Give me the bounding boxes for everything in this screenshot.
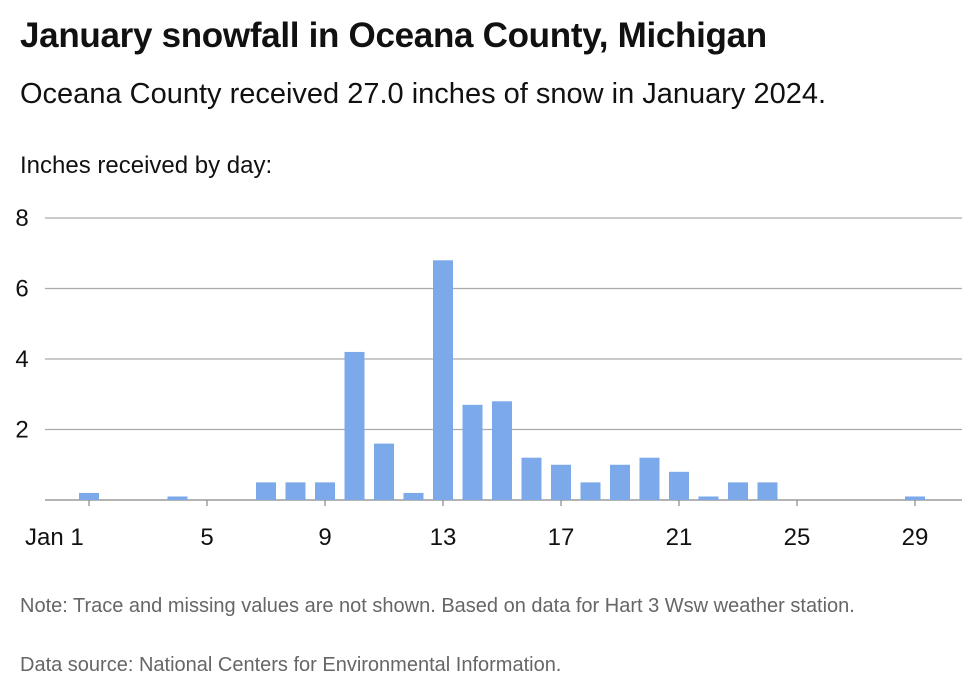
bar-day-10 — [344, 351, 365, 500]
x-tick-label: 17 — [548, 524, 575, 551]
x-tick-label: 29 — [902, 524, 929, 551]
bar-day-9 — [315, 482, 335, 500]
x-tick-label: 9 — [318, 524, 331, 551]
bar-day-1 — [79, 492, 99, 500]
bar-day-8 — [285, 482, 306, 500]
bar-day-12 — [403, 492, 424, 500]
bar-day-22 — [698, 496, 719, 500]
snowfall-bar-chart: 2 4 6 8 Jan 1 5 9 13 17 21 25 29 — [15, 205, 962, 551]
y-tick-label: 8 — [15, 205, 28, 232]
y-tick-label: 4 — [15, 346, 28, 373]
x-axis-ticks: Jan 1 5 9 13 17 21 25 29 — [25, 500, 928, 551]
y-tick-label: 2 — [15, 417, 28, 444]
bar-day-14 — [462, 404, 483, 500]
bar-day-7 — [256, 482, 276, 500]
data-source: Data source: National Centers for Enviro… — [20, 654, 562, 676]
bar-day-20 — [639, 457, 660, 500]
bar-day-18 — [580, 482, 601, 500]
bar-day-13 — [433, 260, 453, 500]
chart-subtitle: Oceana County received 27.0 inches of sn… — [20, 78, 827, 110]
bar-day-19 — [610, 464, 630, 500]
y-axis-caption: Inches received by day: — [20, 152, 273, 179]
bars — [79, 260, 925, 500]
x-tick-label: Jan 1 — [25, 524, 84, 551]
bar-day-23 — [728, 482, 748, 500]
chart-note: Note: Trace and missing values are not s… — [20, 595, 855, 617]
bar-day-11 — [374, 443, 394, 500]
x-tick-label: 25 — [784, 524, 811, 551]
y-tick-label: 6 — [15, 276, 28, 303]
x-tick-label: 13 — [430, 524, 457, 551]
y-axis-ticks: 2 4 6 8 — [15, 205, 28, 444]
bar-day-15 — [492, 401, 512, 500]
bar-day-24 — [757, 482, 778, 500]
bar-day-17 — [551, 464, 571, 500]
chart-title: January snowfall in Oceana County, Michi… — [20, 16, 767, 55]
x-tick-label: 21 — [666, 524, 693, 551]
x-tick-label: 5 — [200, 524, 213, 551]
bar-day-29 — [905, 496, 925, 500]
bar-day-16 — [521, 457, 542, 500]
bar-day-4 — [167, 496, 188, 500]
bar-day-21 — [669, 471, 689, 500]
